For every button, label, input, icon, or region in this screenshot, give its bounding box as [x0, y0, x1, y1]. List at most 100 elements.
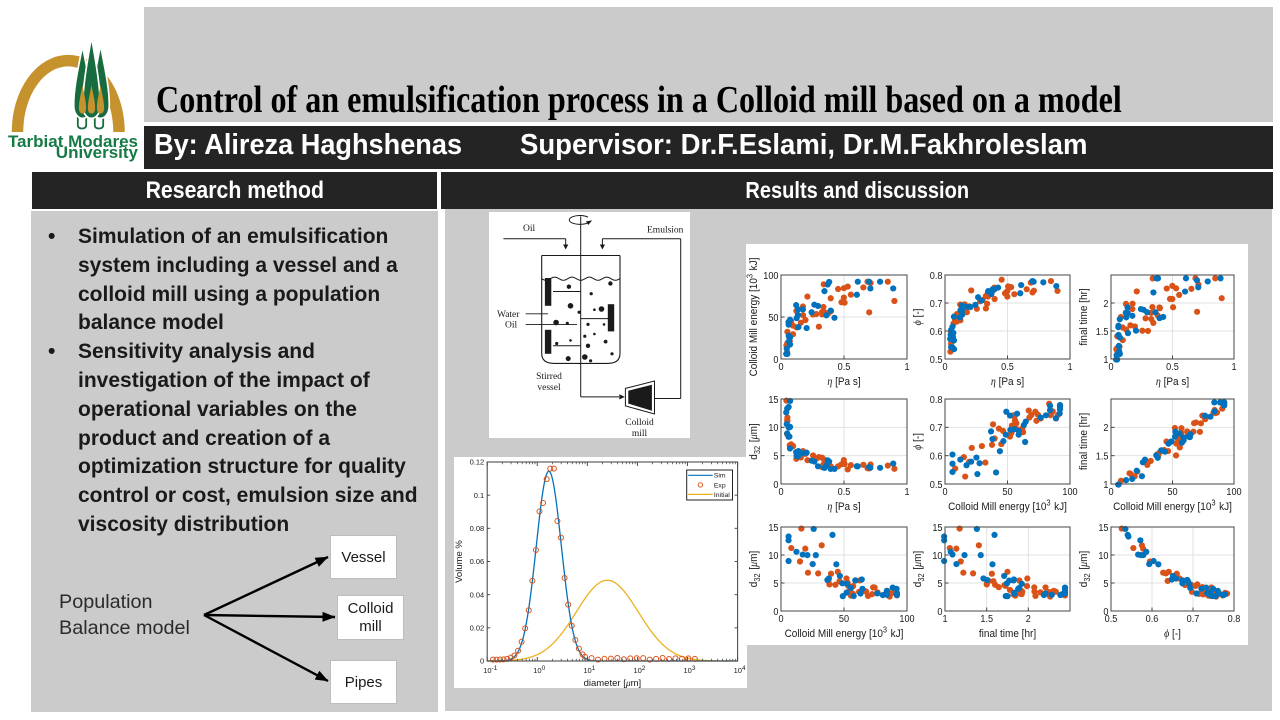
- svg-text:102: 102: [633, 665, 645, 675]
- svg-text:100: 100: [1062, 486, 1078, 498]
- svg-text:Oil: Oil: [523, 224, 536, 234]
- svg-text:2: 2: [1026, 613, 1031, 625]
- svg-text:2: 2: [1103, 423, 1108, 435]
- svg-text:mill: mill: [632, 429, 648, 438]
- svg-text:5: 5: [1103, 578, 1109, 590]
- svg-text:0: 0: [1108, 361, 1114, 373]
- svg-text:100: 100: [1226, 486, 1242, 498]
- svg-text:0.5: 0.5: [838, 361, 851, 373]
- svg-text:1: 1: [1231, 361, 1236, 373]
- svg-text:1: 1: [904, 361, 909, 373]
- svg-text:50: 50: [1002, 486, 1013, 498]
- svg-text:50: 50: [768, 312, 779, 324]
- svg-text:0.08: 0.08: [470, 524, 485, 533]
- svg-text:15: 15: [768, 522, 779, 534]
- svg-text:d32 [μm]: d32 [μm]: [747, 423, 762, 459]
- svg-text:100: 100: [763, 270, 779, 282]
- svg-text:Water: Water: [497, 310, 520, 320]
- svg-text:50: 50: [1167, 486, 1178, 498]
- svg-text:1: 1: [904, 486, 909, 498]
- svg-text:0: 0: [480, 657, 484, 666]
- svg-text:101: 101: [583, 665, 595, 675]
- svg-text:1.5: 1.5: [1096, 326, 1109, 338]
- svg-text:1: 1: [1103, 354, 1108, 366]
- svg-text:1.5: 1.5: [980, 613, 993, 625]
- svg-text:d32 [μm]: d32 [μm]: [1077, 551, 1092, 587]
- svg-text:10: 10: [932, 550, 943, 562]
- svg-text:0.1: 0.1: [474, 491, 484, 500]
- svg-text:0: 0: [937, 606, 943, 618]
- svg-text:0: 0: [1108, 486, 1114, 498]
- svg-text:5: 5: [773, 578, 779, 590]
- svg-text:0: 0: [942, 486, 948, 498]
- svg-text:100: 100: [533, 665, 545, 675]
- svg-text:100: 100: [899, 613, 915, 625]
- svg-text:Stirred: Stirred: [536, 372, 562, 382]
- svg-text:0.5: 0.5: [838, 486, 851, 498]
- svg-text:1.5: 1.5: [1096, 451, 1109, 463]
- svg-text:Colloid Mill energy [103 kJ]: Colloid Mill energy [103 kJ]: [745, 258, 760, 377]
- svg-text:2: 2: [1103, 298, 1108, 310]
- svg-text:Oil: Oil: [505, 321, 518, 331]
- svg-text:final time [hr]: final time [hr]: [979, 627, 1036, 640]
- svg-text:5: 5: [937, 578, 943, 590]
- svg-text:0.6: 0.6: [930, 451, 943, 463]
- svg-text:final time [hr]: final time [hr]: [1077, 288, 1090, 345]
- svg-text:0: 0: [778, 613, 784, 625]
- svg-text:d32 [μm]: d32 [μm]: [911, 551, 926, 587]
- svg-text:0: 0: [773, 354, 779, 366]
- svg-text:0.8: 0.8: [1228, 613, 1241, 625]
- svg-text:0.7: 0.7: [930, 298, 943, 310]
- svg-text:0: 0: [773, 606, 779, 618]
- svg-text:15: 15: [768, 394, 779, 406]
- svg-text:Emulsion: Emulsion: [647, 226, 684, 236]
- svg-text:0.5: 0.5: [1001, 361, 1014, 373]
- svg-text:0.6: 0.6: [930, 326, 943, 338]
- svg-text:d32 [μm]: d32 [μm]: [747, 551, 762, 587]
- svg-text:0.5: 0.5: [1166, 361, 1179, 373]
- svg-text:η [Pa s]: η [Pa s]: [827, 500, 860, 513]
- svg-text:10: 10: [768, 550, 779, 562]
- svg-text:0: 0: [778, 361, 784, 373]
- svg-text:0.6: 0.6: [1146, 613, 1159, 625]
- svg-text:103: 103: [684, 665, 696, 675]
- svg-text:0.5: 0.5: [930, 479, 943, 491]
- svg-text:0.12: 0.12: [470, 458, 485, 467]
- svg-text:1: 1: [942, 613, 947, 625]
- svg-text:Exp: Exp: [714, 482, 726, 489]
- svg-text:0.7: 0.7: [930, 423, 943, 435]
- svg-text:0.02: 0.02: [470, 623, 485, 632]
- svg-text:ϕ [-]: ϕ [-]: [911, 433, 924, 450]
- svg-text:0.04: 0.04: [470, 590, 485, 599]
- svg-text:15: 15: [1098, 522, 1109, 534]
- svg-text:ϕ [-]: ϕ [-]: [911, 309, 924, 326]
- svg-text:0: 0: [778, 486, 784, 498]
- svg-text:diameter [μm]: diameter [μm]: [584, 678, 642, 688]
- svg-text:Volume %: Volume %: [454, 540, 465, 583]
- svg-text:50: 50: [839, 613, 850, 625]
- svg-text:final time [hr]: final time [hr]: [1077, 413, 1090, 470]
- svg-text:0.7: 0.7: [1187, 613, 1200, 625]
- svg-text:Colloid: Colloid: [625, 418, 654, 428]
- svg-text:0: 0: [942, 361, 948, 373]
- svg-text:1: 1: [1067, 361, 1072, 373]
- svg-text:Initial: Initial: [714, 492, 730, 499]
- svg-text:0.8: 0.8: [930, 270, 943, 282]
- svg-text:0.5: 0.5: [1105, 613, 1118, 625]
- svg-text:η [Pa s]: η [Pa s]: [827, 375, 860, 388]
- svg-text:Colloid Mill energy [103 kJ]: Colloid Mill energy [103 kJ]: [785, 625, 904, 640]
- svg-text:15: 15: [932, 522, 943, 534]
- svg-text:0.8: 0.8: [930, 394, 943, 406]
- svg-text:0: 0: [1103, 606, 1109, 618]
- svg-text:0: 0: [773, 479, 779, 491]
- svg-text:5: 5: [773, 451, 779, 463]
- svg-text:ϕ [-]: ϕ [-]: [1164, 627, 1181, 640]
- svg-text:vessel: vessel: [537, 383, 561, 393]
- svg-text:0.06: 0.06: [470, 557, 485, 566]
- svg-text:Colloid Mill energy [103 kJ]: Colloid Mill energy [103 kJ]: [948, 498, 1067, 513]
- svg-text:0.5: 0.5: [930, 354, 943, 366]
- svg-text:Colloid Mill energy [103 kJ]: Colloid Mill energy [103 kJ]: [1113, 498, 1232, 513]
- svg-text:10: 10: [768, 423, 779, 435]
- svg-text:η [Pa s]: η [Pa s]: [991, 375, 1024, 388]
- svg-text:104: 104: [734, 665, 746, 675]
